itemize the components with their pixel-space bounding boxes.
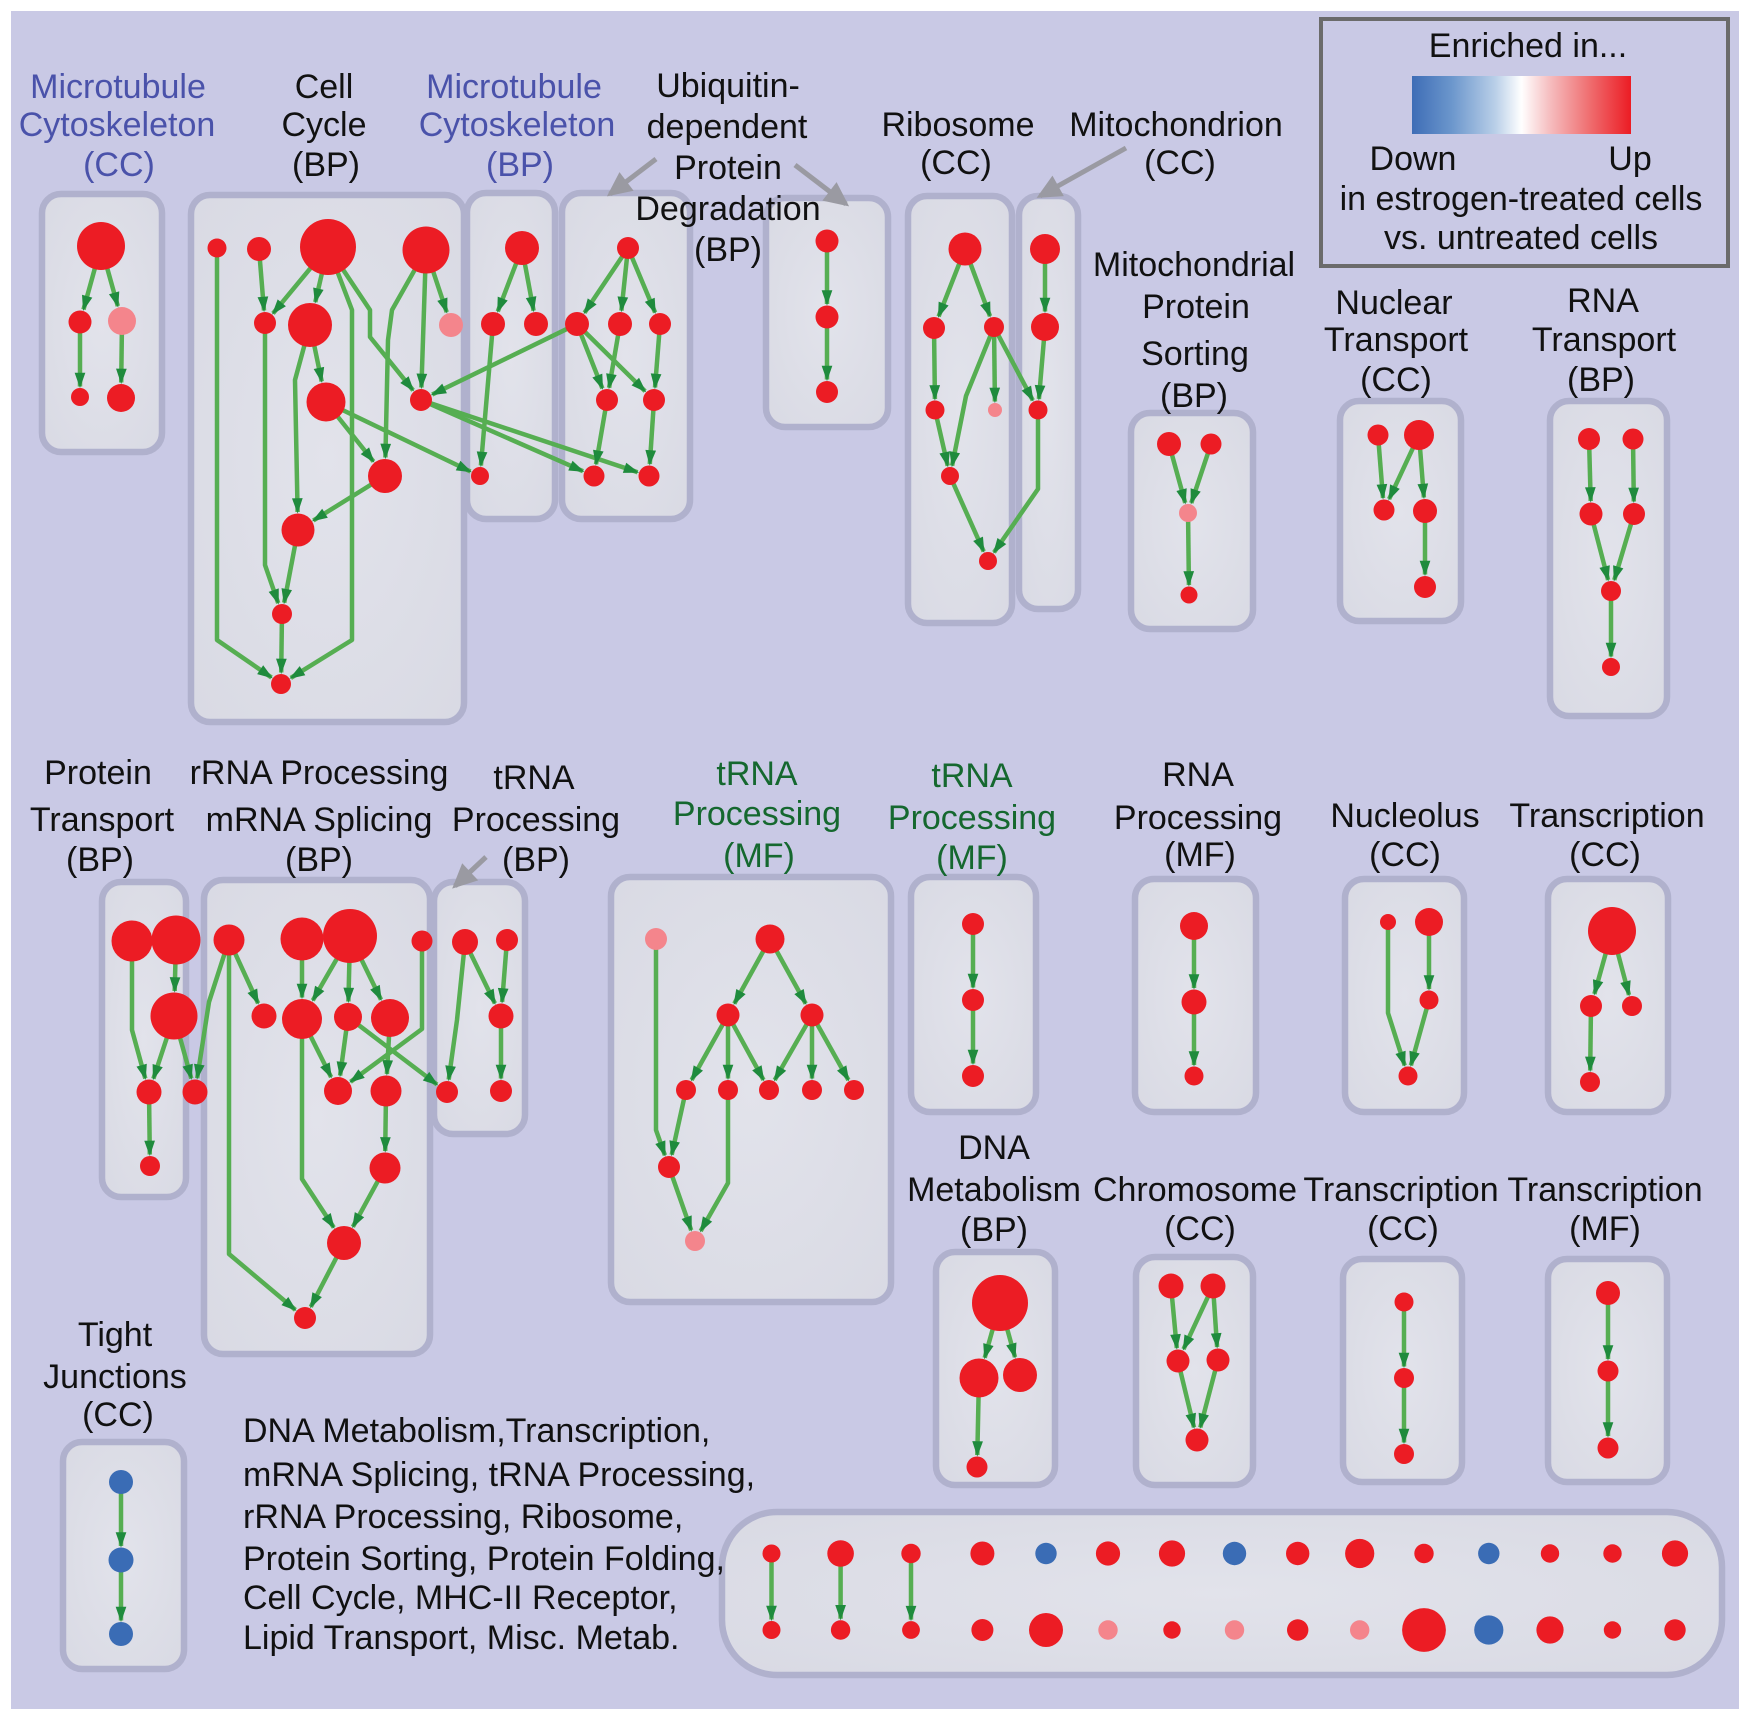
svg-text:Transcription: Transcription	[1509, 797, 1704, 835]
svg-text:(CC): (CC)	[1569, 836, 1641, 874]
svg-text:(CC): (CC)	[83, 146, 155, 184]
svg-text:Metabolism: Metabolism	[907, 1171, 1081, 1209]
svg-text:mRNA Splicing: mRNA Splicing	[206, 801, 433, 839]
svg-text:RNA: RNA	[1567, 282, 1639, 320]
svg-text:Mitochondrial: Mitochondrial	[1093, 246, 1295, 284]
svg-text:(BP): (BP)	[960, 1211, 1028, 1249]
svg-text:Cell Cycle, MHC-II Receptor,: Cell Cycle, MHC-II Receptor,	[243, 1579, 678, 1617]
svg-text:tRNA: tRNA	[716, 755, 798, 793]
svg-text:Cytoskeleton: Cytoskeleton	[19, 106, 216, 144]
svg-text:Cell: Cell	[295, 68, 354, 106]
svg-text:(CC): (CC)	[1164, 1210, 1236, 1248]
svg-text:(MF): (MF)	[1569, 1210, 1641, 1248]
svg-text:Junctions: Junctions	[43, 1358, 187, 1396]
svg-text:Cycle: Cycle	[281, 106, 366, 144]
svg-text:Sorting: Sorting	[1141, 335, 1249, 373]
svg-text:in estrogen-treated cells: in estrogen-treated cells	[1340, 180, 1703, 218]
svg-text:mRNA Splicing, tRNA Processing: mRNA Splicing, tRNA Processing,	[243, 1456, 755, 1494]
svg-text:Ribosome: Ribosome	[881, 106, 1034, 144]
svg-text:(MF): (MF)	[723, 837, 795, 875]
svg-text:Protein: Protein	[1142, 288, 1250, 326]
svg-text:Transcription: Transcription	[1507, 1171, 1702, 1209]
svg-text:(CC): (CC)	[1369, 836, 1441, 874]
svg-text:(MF): (MF)	[936, 839, 1008, 877]
svg-text:Tight: Tight	[78, 1316, 153, 1354]
svg-text:Processing: Processing	[888, 799, 1056, 837]
svg-text:DNA Metabolism,Transcription,: DNA Metabolism,Transcription,	[243, 1412, 710, 1450]
svg-text:Ubiquitin-: Ubiquitin-	[656, 67, 800, 105]
svg-text:Cytoskeleton: Cytoskeleton	[419, 106, 616, 144]
svg-text:Protein Sorting, Protein Foldi: Protein Sorting, Protein Folding,	[243, 1540, 725, 1578]
svg-text:Processing: Processing	[1114, 799, 1282, 837]
svg-text:(CC): (CC)	[82, 1396, 154, 1434]
svg-text:Nuclear: Nuclear	[1335, 284, 1452, 322]
svg-text:rRNA Processing, Ribosome,: rRNA Processing, Ribosome,	[243, 1498, 683, 1536]
svg-text:(BP): (BP)	[1160, 377, 1228, 415]
svg-text:(CC): (CC)	[920, 144, 992, 182]
svg-text:Processing: Processing	[452, 801, 620, 839]
svg-text:rRNA Processing: rRNA Processing	[190, 754, 449, 792]
svg-text:Transport: Transport	[30, 801, 175, 839]
svg-text:RNA: RNA	[1162, 756, 1234, 794]
svg-text:Protein: Protein	[44, 754, 152, 792]
svg-text:(CC): (CC)	[1360, 361, 1432, 399]
svg-text:Up: Up	[1608, 140, 1651, 178]
svg-text:tRNA: tRNA	[493, 759, 575, 797]
svg-text:Microtubule: Microtubule	[30, 68, 206, 106]
svg-text:(BP): (BP)	[1567, 361, 1635, 399]
svg-text:Enriched in...: Enriched in...	[1429, 27, 1627, 65]
svg-text:Processing: Processing	[673, 795, 841, 833]
svg-text:(BP): (BP)	[694, 231, 762, 269]
svg-text:Lipid Transport, Misc. Metab.: Lipid Transport, Misc. Metab.	[243, 1619, 680, 1657]
svg-text:dependent: dependent	[647, 108, 808, 146]
svg-text:Mitochondrion: Mitochondrion	[1069, 106, 1283, 144]
svg-text:(BP): (BP)	[292, 146, 360, 184]
svg-text:Down: Down	[1370, 140, 1457, 178]
svg-text:Chromosome: Chromosome	[1093, 1171, 1297, 1209]
svg-text:(CC): (CC)	[1367, 1210, 1439, 1248]
svg-text:Nucleolus: Nucleolus	[1330, 797, 1479, 835]
svg-text:(MF): (MF)	[1164, 836, 1236, 874]
svg-text:Degradation: Degradation	[635, 190, 820, 228]
svg-text:(BP): (BP)	[486, 146, 554, 184]
svg-text:(BP): (BP)	[66, 841, 134, 879]
svg-text:DNA: DNA	[958, 1129, 1030, 1167]
svg-text:(CC): (CC)	[1144, 144, 1216, 182]
svg-text:tRNA: tRNA	[931, 757, 1013, 795]
svg-text:Transcription: Transcription	[1303, 1171, 1498, 1209]
svg-text:vs. untreated cells: vs. untreated cells	[1384, 219, 1658, 257]
svg-text:Microtubule: Microtubule	[426, 68, 602, 106]
svg-text:Transport: Transport	[1532, 321, 1677, 359]
svg-text:(BP): (BP)	[285, 841, 353, 879]
svg-text:(BP): (BP)	[502, 841, 570, 879]
svg-text:Transport: Transport	[1324, 321, 1469, 359]
svg-text:Protein: Protein	[674, 149, 782, 187]
